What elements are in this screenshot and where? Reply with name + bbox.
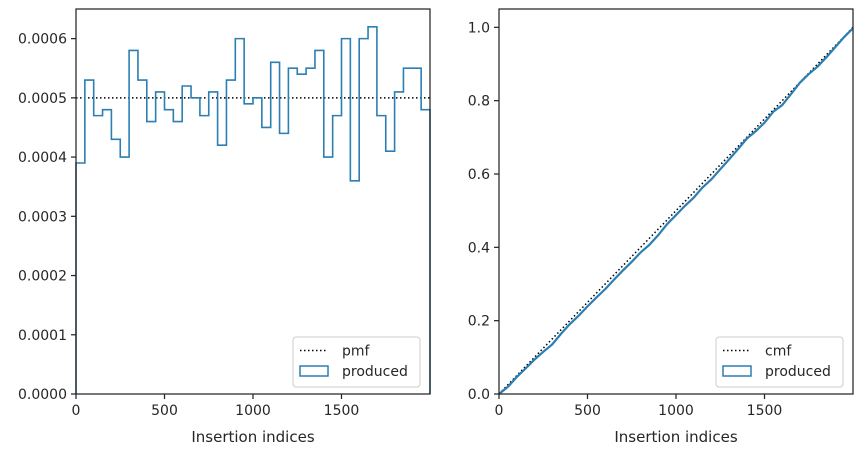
pmf-legend-box (292, 336, 421, 388)
pmf-legend-label-reference: pmf (342, 344, 371, 360)
cmf-y-tick-label: 0.0 (468, 387, 490, 403)
pmf-legend-label-produced: produced (342, 364, 408, 380)
pmf-y-tick-label: 0.0006 (18, 32, 67, 48)
pmf-y-ticks: 0.0000 0.0001 0.0002 0.0003 0.0004 0.0005 0.00… (18, 32, 76, 403)
produced-cumulative-layer (498, 27, 854, 395)
cmf-y-tick-label: 1.0 (468, 20, 490, 36)
cmf-legend-label-produced: produced (765, 364, 831, 380)
cmf-legend-box (715, 336, 844, 388)
produced-histogram-layer (75, 25, 431, 394)
pmf-legend-swatch-produced (299, 365, 329, 377)
pmf-x-tick-label: 1500 (324, 403, 360, 419)
pmf-chart: 0 500 1000 1500 0.00000.00010.00020.00030.0… (18, 8, 431, 446)
pmf-y-tick-label: 0.0000 (18, 387, 67, 403)
pmf-y-tick-label: 0.0005 (18, 91, 67, 107)
cmf-x-tick-label: 1000 (658, 403, 694, 419)
cmf-reference-layer (498, 26, 854, 395)
pmf-y-tick-label: 0.0004 (18, 150, 67, 166)
cmf-y-tick-label: 0.6 (468, 167, 490, 183)
pmf-y-tick-label: 0.0001 (18, 328, 67, 344)
cmf-y-tick-label: 0.8 (468, 94, 490, 110)
cmf-x-tick-label: 0 (495, 403, 504, 419)
pmf-x-ticks: 0 500 1000 1500 (72, 394, 360, 419)
cmf-x-ticks: 0 500 1000 1500 (495, 394, 783, 419)
cmf-x-tick-label: 1500 (747, 403, 783, 419)
pmf-y-tick-label: 0.0003 (18, 209, 67, 225)
pmf-x-tick-label: 0 (72, 403, 81, 419)
produced-cumulative-line (498, 27, 854, 395)
cmf-x-tick-label: 500 (574, 403, 601, 419)
cmf-y-tick-label: 0.2 (468, 314, 490, 330)
cmf-legend-label-reference: cmf (765, 344, 792, 360)
cmf-y-tick-label: 0.4 (468, 240, 490, 256)
cmf-legend: cmf produced (715, 336, 844, 388)
cmf-y-ticks: 0.0 0.2 0.4 0.6 0.8 1.0 (468, 20, 499, 403)
cmf-legend-swatch-produced (722, 365, 752, 377)
cmf-axes-frame (498, 8, 854, 395)
cmf-chart: 0 500 1000 1500 0.0 0.2 0.4 0.6 0.8 1.0 Insertio… (468, 8, 854, 446)
pmf-y-tick-label: 0.0002 (18, 269, 67, 285)
pmf-x-axis-label: Insertion indices (191, 428, 314, 446)
produced-histogram-outline (75, 25, 431, 394)
pmf-x-tick-label: 500 (151, 403, 178, 419)
cmf-x-axis-label: Insertion indices (614, 428, 737, 446)
cmf-reference-line (498, 26, 854, 395)
pmf-legend: pmf produced (292, 336, 421, 388)
pmf-x-tick-label: 1000 (235, 403, 271, 419)
